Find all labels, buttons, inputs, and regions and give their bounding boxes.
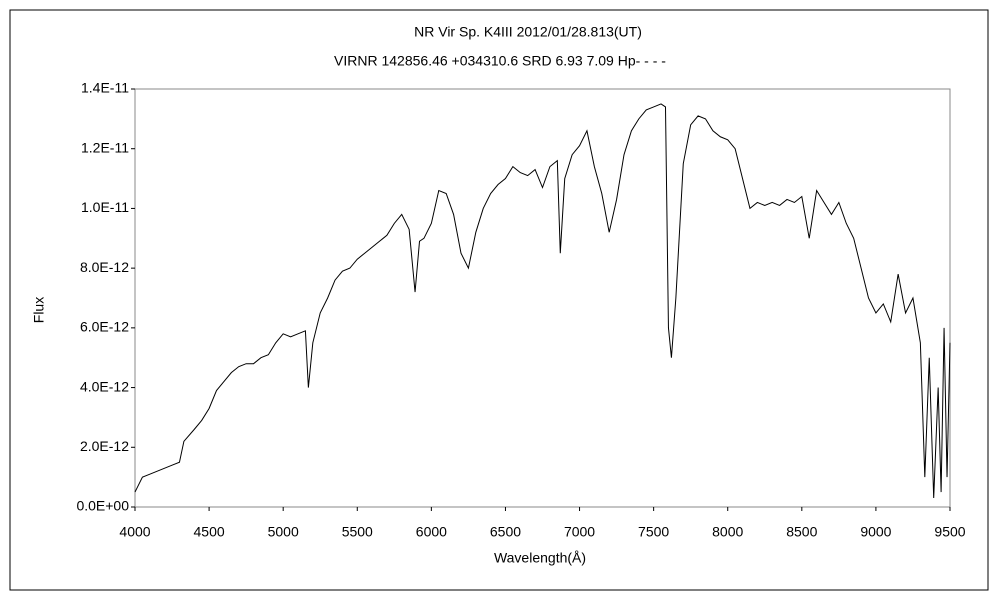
- x-tick-label: 5500: [342, 524, 373, 540]
- spectrum-line: [134, 103, 951, 499]
- x-axis-label: Wavelength(Å): [494, 550, 586, 566]
- y-axis-label: Flux: [31, 297, 47, 323]
- x-tick-label: 7500: [638, 524, 669, 540]
- chart-title: NR Vir Sp. K4III 2012/01/28.813(UT): [414, 24, 642, 40]
- y-tick-label: 6.0E-12: [80, 319, 129, 335]
- y-tick-label: 1.4E-11: [81, 80, 129, 96]
- y-tick-label: 1.0E-11: [81, 199, 129, 215]
- y-tick-label: 1.2E-11: [81, 139, 129, 155]
- x-tick-label: 7000: [564, 524, 595, 540]
- y-tick-label: 0.0E+00: [76, 498, 129, 514]
- y-tick-label: 8.0E-12: [80, 259, 129, 275]
- x-tick-label: 4000: [119, 524, 150, 540]
- x-tick-label: 9500: [934, 524, 965, 540]
- y-tick-label: 2.0E-12: [80, 438, 129, 454]
- chart-subtitle: VIRNR 142856.46 +034310.6 SRD 6.93 7.09 …: [334, 53, 666, 69]
- x-tick-label: 9000: [860, 524, 891, 540]
- x-tick-label: 6500: [490, 524, 521, 540]
- x-tick-label: 4500: [194, 524, 225, 540]
- x-tick-label: 8500: [786, 524, 817, 540]
- x-tick-label: 8000: [712, 524, 743, 540]
- x-tick-label: 5000: [268, 524, 299, 540]
- y-tick-label: 4.0E-12: [80, 378, 129, 394]
- plot-frame: [134, 88, 951, 508]
- chart-frame: [9, 9, 989, 591]
- x-tick-label: 6000: [416, 524, 447, 540]
